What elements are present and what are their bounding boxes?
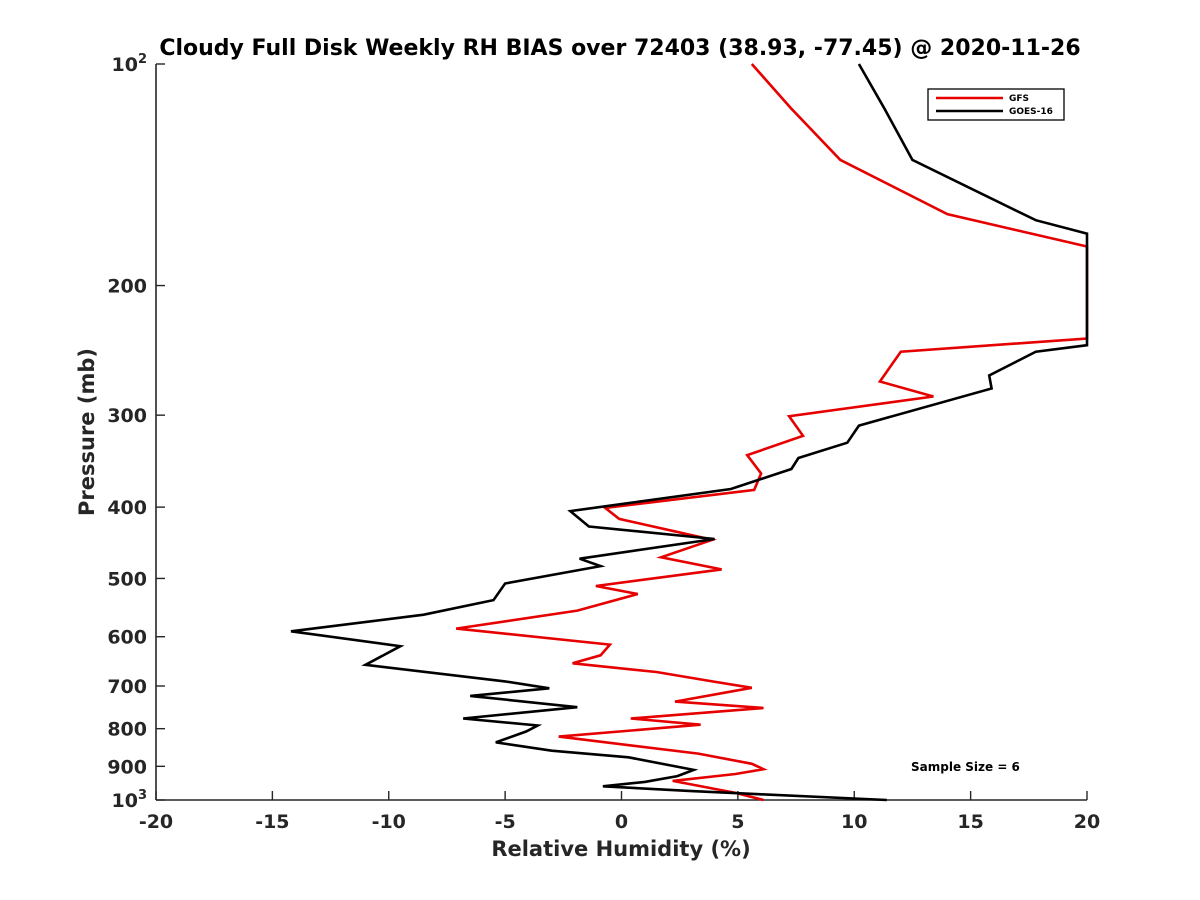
- x-tick-label: -5: [495, 811, 516, 833]
- y-axis-label: Pressure (mb): [75, 348, 99, 516]
- legend-label-goes16: GOES-16: [1009, 107, 1053, 117]
- x-tick-label: 5: [731, 811, 744, 833]
- y-tick-label: 400: [107, 497, 147, 519]
- series-lines: [290, 63, 1089, 802]
- y-ticks: 102 200 300 400 500 600 700 800 900 103: [107, 52, 165, 812]
- x-tick-label: 10: [841, 811, 867, 833]
- y-tick-label: 600: [107, 627, 147, 649]
- x-tick-label: -15: [255, 811, 289, 833]
- series-line-gfs: [456, 63, 1089, 802]
- y-tick-label: 103: [112, 788, 148, 812]
- y-tick-label: 800: [107, 719, 147, 741]
- y-tick-label: 900: [107, 756, 147, 778]
- y-tick-label: 300: [107, 405, 147, 427]
- x-tick-label: -10: [372, 811, 406, 833]
- y-tick-label: 200: [107, 276, 147, 298]
- plot-area: [155, 64, 1087, 801]
- x-ticks: -20 -15 -10 -5 0 5 10 15 20: [139, 791, 1100, 833]
- chart-title: Cloudy Full Disk Weekly RH BIAS over 724…: [159, 36, 1080, 61]
- y-tick-label: 500: [107, 568, 147, 590]
- legend-box: [927, 88, 1065, 121]
- series-line-goes16: [290, 63, 1089, 802]
- x-tick-label: 20: [1074, 811, 1100, 833]
- y-tick-label: 102: [112, 52, 148, 76]
- legend: GFS GOES-16: [927, 88, 1065, 121]
- x-tick-label: 0: [615, 811, 628, 833]
- legend-label-gfs: GFS: [1009, 94, 1029, 104]
- y-tick-label: 700: [107, 676, 147, 698]
- sample-size-annotation: Sample Size = 6: [911, 760, 1020, 774]
- x-tick-label: 15: [957, 811, 983, 833]
- x-axis-label: Relative Humidity (%): [491, 837, 750, 861]
- x-tick-label: -20: [139, 811, 173, 833]
